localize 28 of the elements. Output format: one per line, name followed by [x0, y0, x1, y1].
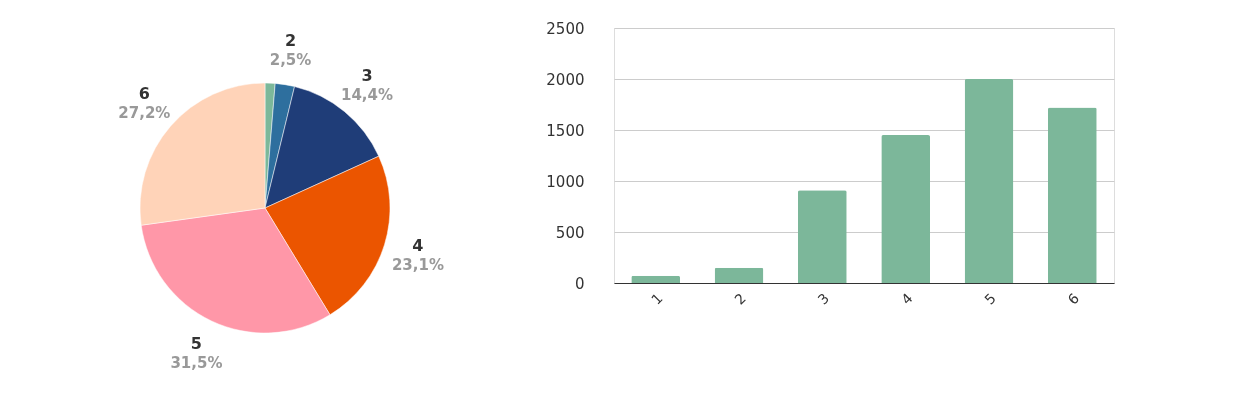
data-label: 31,5%: [170, 353, 223, 372]
slice-label: 5: [190, 333, 202, 353]
x-tick-label: 3: [814, 290, 833, 308]
slice-label: 6: [138, 83, 150, 103]
bar: [1047, 107, 1097, 283]
bar: [797, 190, 847, 283]
bar: [964, 79, 1014, 283]
x-tick-label: 1: [647, 290, 666, 308]
y-tick-label: 500: [555, 223, 585, 242]
y-tick-label: 1000: [546, 172, 585, 191]
slice-label: 3: [361, 65, 373, 85]
x-tick-label: 5: [981, 290, 999, 308]
bar: [714, 267, 764, 283]
data-label: 23,1%: [391, 256, 444, 275]
data-label: 14,4%: [340, 85, 394, 104]
y-tick-label: 2000: [546, 70, 585, 89]
bar: [881, 135, 931, 283]
y-tick-label: 2500: [546, 19, 585, 38]
slice-label: 2: [284, 31, 297, 51]
y-tick-label: 0: [574, 274, 585, 293]
x-tick-label: 6: [1064, 290, 1083, 308]
y-tick-label: 1500: [546, 121, 585, 140]
slice-label: 4: [412, 236, 424, 256]
x-tick-label: 2: [731, 290, 749, 308]
data-label: 2,5%: [269, 51, 312, 70]
bar: [631, 275, 681, 283]
x-tick-label: 4: [897, 290, 916, 308]
data-label: 27,2%: [118, 103, 171, 122]
